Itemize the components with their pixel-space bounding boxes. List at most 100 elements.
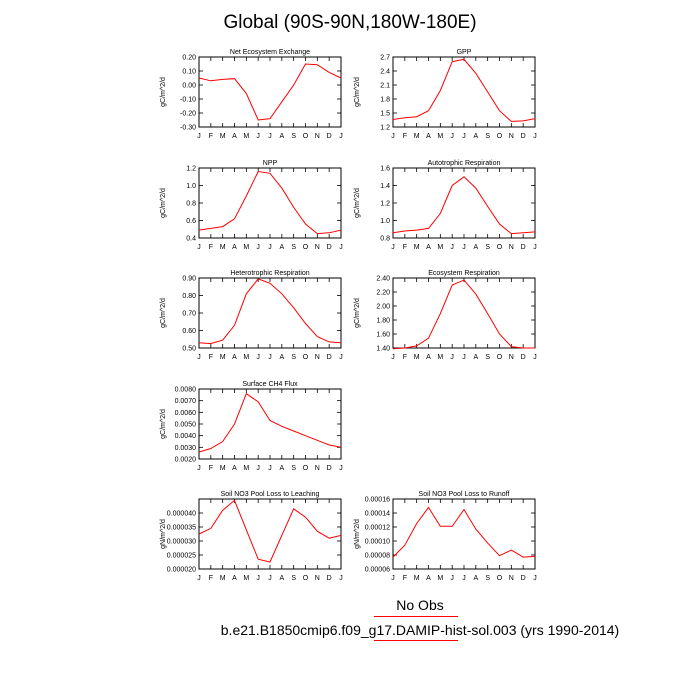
x-tick-label: A — [473, 575, 478, 582]
x-tick-label: J — [256, 575, 260, 582]
y-tick-label: 0.80 — [182, 293, 196, 300]
chart-panel-1: Net Ecosystem Exchange gC/m^2/d 0.20 0.10 0.… — [160, 49, 343, 140]
x-tick-label: J — [339, 575, 343, 582]
y-axis-label: gC/m^2/d — [354, 298, 361, 328]
series-line — [198, 170, 342, 235]
x-tick-label: A — [473, 244, 478, 251]
y-tick-label: 0.90 — [182, 276, 196, 283]
x-tick-label: F — [209, 465, 213, 472]
y-tick-label: 0.000030 — [167, 539, 196, 546]
x-tick-label: A — [279, 244, 284, 251]
panel-frame — [392, 277, 536, 349]
x-tick-label: J — [197, 354, 201, 361]
x-tick-label: M — [414, 354, 420, 361]
x-tick-label: M — [243, 244, 249, 251]
y-tick-label: 0.70 — [182, 311, 196, 318]
x-tick-label: A — [279, 133, 284, 140]
x-tick-label: A — [232, 244, 237, 251]
x-tick-label: J — [268, 575, 272, 582]
x-tick-label: J — [391, 354, 395, 361]
x-tick-label: F — [209, 354, 213, 361]
panel-frame — [392, 167, 536, 239]
x-tick-label: M — [243, 354, 249, 361]
x-tick-label: J — [256, 465, 260, 472]
x-tick-label: J — [256, 244, 260, 251]
y-tick-label: 2.4 — [380, 69, 390, 76]
y-tick-label: 0.00012 — [365, 525, 390, 532]
x-tick-label: A — [232, 575, 237, 582]
y-tick-label: 2.20 — [376, 290, 390, 297]
panel-frame — [198, 167, 342, 239]
y-tick-label: 0.0020 — [175, 457, 197, 464]
x-tick-label: M — [243, 133, 249, 140]
y-tick-label: 0.50 — [182, 346, 196, 353]
panel-title: Surface CH4 Flux — [242, 381, 298, 388]
panel-frame — [198, 498, 342, 570]
x-tick-label: J — [339, 133, 343, 140]
page-title: Global (90S-90N,180W-180E) — [223, 12, 477, 33]
x-tick-label: J — [268, 465, 272, 472]
y-axis-label: gC/m^2/d — [160, 298, 167, 328]
y-tick-label: 0.000020 — [167, 567, 196, 574]
x-tick-label: A — [473, 354, 478, 361]
x-tick-label: O — [497, 244, 503, 251]
y-tick-label: 0.6 — [186, 218, 196, 225]
y-tick-label: 1.0 — [186, 183, 196, 190]
x-tick-label: A — [279, 354, 284, 361]
panel-title: NPP — [263, 160, 278, 167]
y-tick-label: 2.1 — [380, 83, 390, 90]
x-tick-label: M — [220, 465, 226, 472]
x-tick-label: J — [197, 575, 201, 582]
y-tick-label: -0.10 — [180, 97, 196, 104]
y-tick-label: 2.00 — [376, 304, 390, 311]
x-tick-label: J — [533, 244, 537, 251]
panel-frame — [198, 56, 342, 128]
y-axis-label: gC/m^2/d — [354, 77, 361, 107]
x-tick-label: A — [232, 354, 237, 361]
chart-panel-9: Soil NO3 Pool Loss to Runoff gN/m^2/d 0.00… — [354, 491, 537, 582]
y-tick-label: 2.7 — [380, 55, 390, 62]
chart-panel-7: Surface CH4 Flux gC/m^2/d 0.0080 0.0070 0.00… — [160, 381, 343, 472]
x-tick-label: J — [391, 575, 395, 582]
x-tick-label: F — [209, 244, 213, 251]
y-tick-label: 0.00016 — [365, 497, 390, 504]
x-tick-label: O — [303, 244, 309, 251]
y-tick-label: 0.00 — [182, 83, 196, 90]
y-tick-label: 0.000035 — [167, 525, 196, 532]
y-tick-label: 1.6 — [380, 166, 390, 173]
x-tick-label: M — [220, 244, 226, 251]
series-line — [392, 176, 536, 235]
x-tick-label: F — [403, 133, 407, 140]
x-tick-label: O — [303, 465, 309, 472]
x-tick-label: D — [521, 133, 526, 140]
y-tick-label: 1.40 — [376, 346, 390, 353]
y-tick-label: 0.8 — [186, 201, 196, 208]
series-line — [198, 278, 342, 345]
x-tick-label: S — [291, 575, 296, 582]
y-tick-label: -0.20 — [180, 111, 196, 118]
x-tick-label: D — [327, 575, 332, 582]
x-tick-label: M — [437, 575, 443, 582]
x-tick-label: N — [315, 575, 320, 582]
x-tick-label: J — [197, 244, 201, 251]
y-tick-label: 1.2 — [380, 125, 390, 132]
y-tick-label: 0.00006 — [365, 567, 390, 574]
y-tick-label: 1.4 — [380, 183, 390, 190]
x-tick-label: N — [509, 354, 514, 361]
x-tick-label: A — [232, 465, 237, 472]
series-line — [392, 506, 536, 558]
x-tick-label: M — [414, 575, 420, 582]
x-tick-label: O — [497, 133, 503, 140]
x-tick-label: O — [303, 354, 309, 361]
y-tick-label: 0.0030 — [175, 445, 197, 452]
x-tick-label: J — [339, 244, 343, 251]
x-tick-label: J — [450, 354, 454, 361]
y-tick-label: 0.00014 — [365, 511, 390, 518]
y-tick-label: 0.4 — [186, 236, 196, 243]
x-tick-label: D — [327, 133, 332, 140]
y-tick-label: 2.40 — [376, 276, 390, 283]
x-tick-label: M — [243, 575, 249, 582]
x-tick-label: S — [485, 133, 490, 140]
